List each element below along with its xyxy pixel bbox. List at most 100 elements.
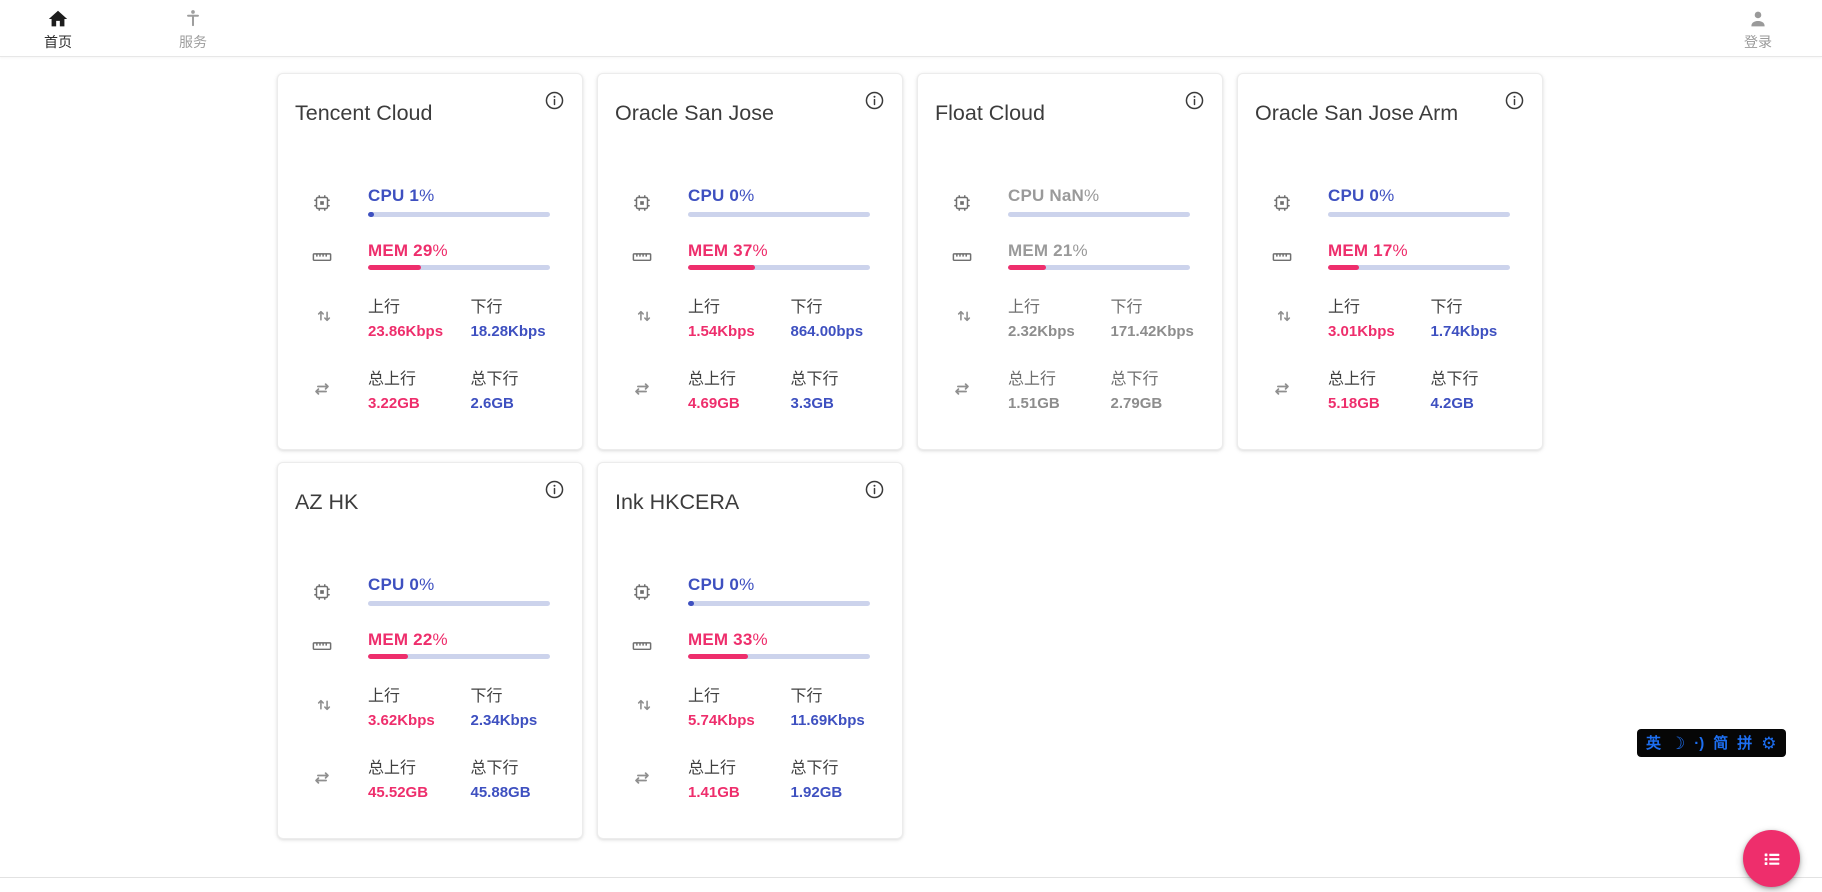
swap-horizontal-icon xyxy=(311,378,333,400)
cpu-chip-icon xyxy=(951,192,973,214)
download-speed-value: 1.74Kbps xyxy=(1430,323,1498,340)
total-upload-value: 1.51GB xyxy=(1008,395,1060,412)
upload-speed-value: 23.86Kbps xyxy=(368,323,444,340)
nav-item-home[interactable]: 首页 xyxy=(22,0,94,52)
info-button[interactable] xyxy=(862,479,886,503)
server-name: Oracle San Jose Arm xyxy=(1255,101,1459,125)
cpu-progress-bar xyxy=(368,601,550,606)
swap-horizontal-icon xyxy=(631,378,653,400)
total-upload-label: 总上行 xyxy=(688,371,737,388)
total-upload-label: 总上行 xyxy=(368,760,417,777)
info-icon xyxy=(545,91,563,110)
total-download-label: 总下行 xyxy=(470,760,519,777)
total-download-value: 1.92GB xyxy=(790,784,843,801)
cpu-progress-bar xyxy=(1008,212,1190,217)
cpu-usage-label: CPU 0% xyxy=(368,575,435,594)
server-card: Tencent Cloud CPU 1% M xyxy=(277,73,583,450)
total-download-label: 总下行 xyxy=(790,760,839,777)
download-label: 下行 xyxy=(790,688,823,705)
total-download-value: 2.79GB xyxy=(1110,395,1163,412)
updown-arrows-icon xyxy=(634,306,656,328)
server-grid: Tencent Cloud CPU 1% M xyxy=(270,57,1552,845)
info-icon xyxy=(545,480,563,499)
download-speed-value: 2.34Kbps xyxy=(470,712,538,729)
server-name: Ink HKCERA xyxy=(615,490,740,514)
mem-usage-label: MEM 29% xyxy=(368,241,448,260)
moon-icon[interactable]: ☽ xyxy=(1670,733,1686,753)
gear-icon[interactable]: ⚙ xyxy=(1761,733,1777,753)
memory-ruler-icon xyxy=(951,246,973,268)
cpu-progress-bar xyxy=(688,212,870,217)
cpu-usage-label: CPU 0% xyxy=(1328,186,1395,205)
upload-label: 上行 xyxy=(1008,299,1041,316)
nav-login-label: 登录 xyxy=(1744,34,1772,50)
mem-progress-bar xyxy=(1008,265,1190,270)
server-name: Oracle San Jose xyxy=(615,101,774,125)
cpu-usage-label: CPU 0% xyxy=(688,575,755,594)
download-label: 下行 xyxy=(470,688,503,705)
upload-label: 上行 xyxy=(688,688,721,705)
total-upload-value: 5.18GB xyxy=(1328,395,1380,412)
server-list-fab[interactable] xyxy=(1743,830,1800,887)
total-upload-label: 总上行 xyxy=(368,371,417,388)
mem-progress-bar xyxy=(688,265,870,270)
upload-label: 上行 xyxy=(368,299,401,316)
cpu-progress-bar xyxy=(368,212,550,217)
total-upload-label: 总上行 xyxy=(1328,371,1377,388)
nav-item-login[interactable]: 登录 xyxy=(1722,0,1794,52)
upload-speed-value: 2.32Kbps xyxy=(1008,323,1075,340)
updown-arrows-icon xyxy=(1274,306,1296,328)
upload-speed-value: 3.62Kbps xyxy=(368,712,435,729)
upload-label: 上行 xyxy=(688,299,721,316)
server-card: Ink HKCERA CPU 0% MEM xyxy=(597,462,903,839)
ime-punctuation-indicator[interactable]: ·) xyxy=(1694,734,1705,752)
memory-ruler-icon xyxy=(311,246,333,268)
cpu-progress-bar xyxy=(688,601,870,606)
server-card: Float Cloud CPU NaN% M xyxy=(917,73,1223,450)
swap-horizontal-icon xyxy=(1271,378,1293,400)
info-button[interactable] xyxy=(542,479,566,503)
ime-pinyin-indicator[interactable]: 拼 xyxy=(1737,734,1753,752)
page-footer xyxy=(0,877,1822,892)
account-icon xyxy=(1747,7,1769,31)
swap-horizontal-icon xyxy=(311,767,333,789)
home-icon xyxy=(47,7,69,31)
ime-language-indicator[interactable]: 英 xyxy=(1646,734,1662,752)
server-name: Float Cloud xyxy=(935,101,1045,125)
updown-arrows-icon xyxy=(314,306,336,328)
cpu-chip-icon xyxy=(311,192,333,214)
download-speed-value: 18.28Kbps xyxy=(470,323,546,340)
info-icon xyxy=(1185,91,1203,110)
ime-simplified-indicator[interactable]: 简 xyxy=(1713,734,1729,752)
cpu-chip-icon xyxy=(311,581,333,603)
download-label: 下行 xyxy=(1110,299,1143,316)
server-card: Oracle San Jose Arm CPU 0% xyxy=(1237,73,1543,450)
memory-ruler-icon xyxy=(631,635,653,657)
swap-horizontal-icon xyxy=(951,378,973,400)
mem-usage-label: MEM 37% xyxy=(688,241,768,260)
mem-progress-bar xyxy=(368,654,550,659)
mem-usage-label: MEM 22% xyxy=(368,630,448,649)
download-label: 下行 xyxy=(790,299,823,316)
total-download-label: 总下行 xyxy=(790,371,839,388)
info-button[interactable] xyxy=(542,90,566,114)
nav-item-services[interactable]: 服务 xyxy=(157,0,229,52)
cpu-chip-icon xyxy=(631,192,653,214)
services-human-icon xyxy=(182,7,204,31)
info-button[interactable] xyxy=(1502,90,1526,114)
total-download-value: 2.6GB xyxy=(470,395,514,412)
total-upload-label: 总上行 xyxy=(1008,371,1057,388)
total-download-value: 4.2GB xyxy=(1430,395,1474,412)
info-button[interactable] xyxy=(1182,90,1206,114)
cpu-usage-label: CPU NaN% xyxy=(1008,186,1100,205)
total-upload-value: 3.22GB xyxy=(368,395,420,412)
ime-toolbar: 英 ☽ ·) 简 拼 ⚙ xyxy=(1637,729,1786,757)
total-upload-value: 45.52GB xyxy=(368,784,429,801)
download-speed-value: 171.42Kbps xyxy=(1110,323,1194,340)
upload-label: 上行 xyxy=(1328,299,1361,316)
mem-usage-label: MEM 17% xyxy=(1328,241,1408,260)
mem-progress-bar xyxy=(688,654,870,659)
info-button[interactable] xyxy=(862,90,886,114)
cpu-chip-icon xyxy=(1271,192,1293,214)
updown-arrows-icon xyxy=(314,695,336,717)
